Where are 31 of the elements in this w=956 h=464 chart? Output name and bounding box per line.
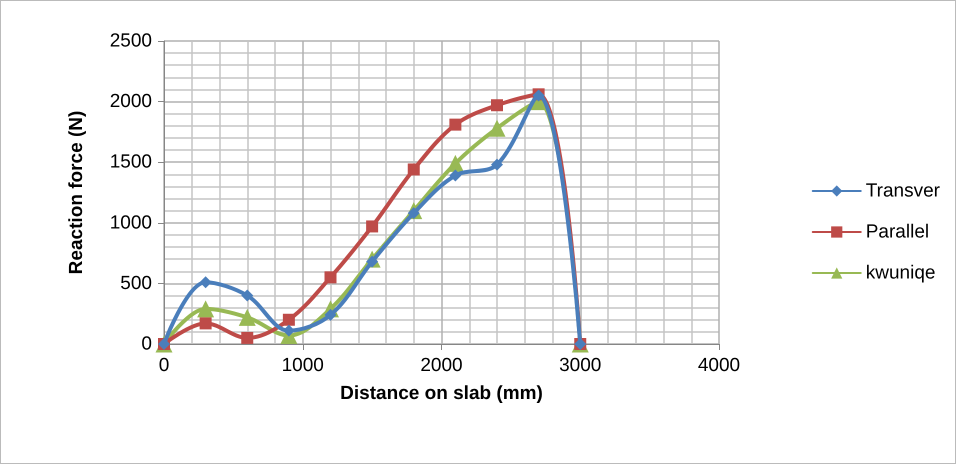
- x-axis-title: Distance on slab (mm): [340, 383, 543, 404]
- legend-label: kwuniqe: [866, 262, 936, 284]
- y-tick-label: 1000: [110, 212, 152, 234]
- point: [491, 99, 503, 112]
- x-tick-label: 4000: [698, 355, 740, 376]
- x-tick-label: 3000: [559, 355, 602, 376]
- y-tick-label: 2500: [110, 30, 152, 52]
- legend-label: Parallel: [866, 222, 930, 242]
- point: [408, 163, 420, 176]
- y-tick-label: 1500: [110, 152, 152, 173]
- y-tick-label: 0: [141, 334, 152, 354]
- x-tick-label: 1000: [282, 355, 324, 376]
- y-tick-label: 500: [120, 272, 152, 294]
- point: [324, 271, 336, 284]
- y-axis-title: Reaction force (N): [66, 110, 87, 274]
- y-tick-label: 2000: [110, 91, 152, 112]
- point: [491, 158, 503, 171]
- point: [449, 118, 462, 131]
- point: [197, 300, 214, 318]
- point: [200, 317, 212, 330]
- x-tick-label: 2000: [420, 355, 463, 376]
- legend-label: Transver: [866, 180, 941, 202]
- point: [238, 308, 256, 326]
- point: [241, 290, 254, 302]
- point: [241, 332, 254, 344]
- point: [488, 120, 506, 137]
- point: [282, 324, 295, 337]
- point: [282, 314, 295, 326]
- point: [449, 170, 462, 182]
- point: [366, 220, 378, 232]
- x-tick-label: 0: [158, 355, 170, 376]
